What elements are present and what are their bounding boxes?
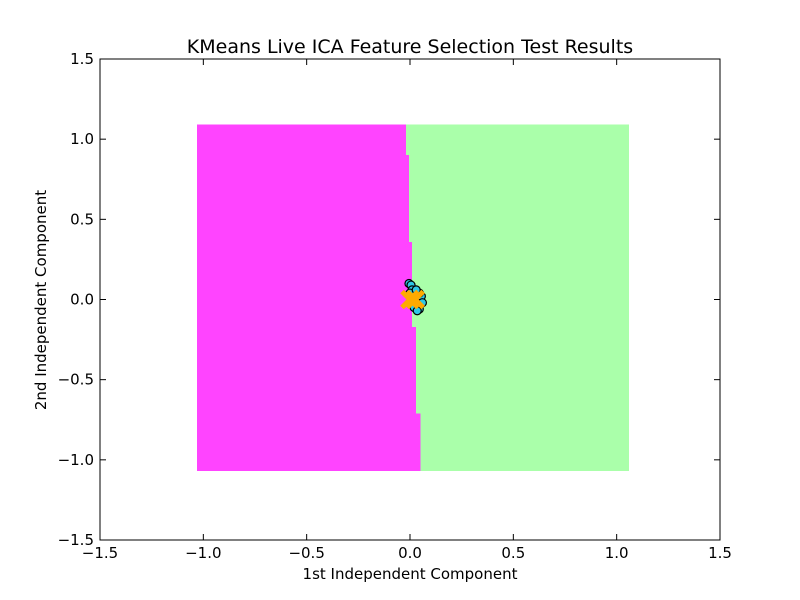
centroid-0 (400, 289, 420, 310)
decision-regions (197, 124, 630, 472)
y-tick-label-4: 0.5 (70, 210, 94, 228)
region-left-1 (197, 155, 409, 242)
x-tick-label-0: −1.5 (82, 544, 118, 562)
y-axis-label: 2nd Independent Component (32, 190, 50, 410)
y-tick-label-0: −1.5 (58, 531, 94, 549)
y-tick-label-6: 1.5 (70, 50, 94, 68)
x-tick-label-6: 1.5 (708, 544, 732, 562)
region-left-0 (197, 124, 406, 156)
x-tick-label-2: −0.5 (288, 544, 324, 562)
region-right-1 (408, 155, 630, 242)
region-right-0 (405, 124, 630, 156)
y-tick-label-1: −1.0 (58, 451, 94, 469)
y-tick-label-2: −0.5 (58, 371, 94, 389)
chart-title: KMeans Live ICA Feature Selection Test R… (187, 36, 633, 58)
x-tick-label-4: 0.5 (501, 544, 525, 562)
region-left-2 (197, 241, 413, 327)
y-tick-label-3: 0.0 (70, 291, 94, 309)
x-tick-label-3: 0.0 (398, 544, 422, 562)
region-right-3 (416, 326, 630, 414)
centroid-1 (405, 289, 425, 310)
y-tick-label-5: 1.0 (70, 130, 94, 148)
region-right-2 (412, 241, 630, 327)
x-tick-label-1: −1.0 (185, 544, 221, 562)
x-axis-label: 1st Independent Component (303, 565, 518, 583)
x-tick-label-5: 1.0 (605, 544, 629, 562)
centroids (400, 289, 425, 310)
axis-ticks: −1.5 −1.0 −0.5 0.0 0.5 1.0 1.5 −1.5 −1.0 −0.5 0.0 0… (58, 50, 732, 562)
region-right-4 (420, 413, 630, 472)
region-left-3 (197, 326, 417, 414)
region-left-4 (197, 413, 421, 472)
